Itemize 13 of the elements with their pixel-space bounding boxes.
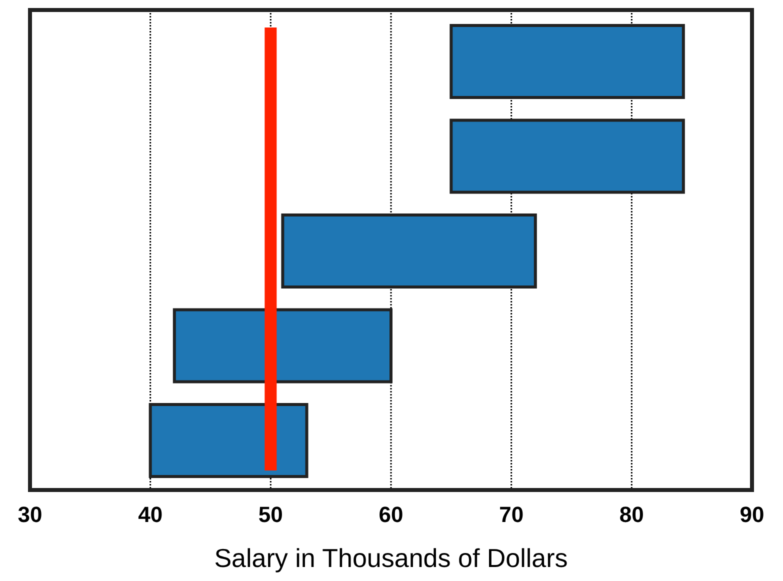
x-tick-label: 30 — [18, 502, 42, 527]
x-tick-label: 40 — [138, 502, 163, 527]
bar — [450, 24, 685, 99]
bar — [148, 403, 308, 478]
bar — [172, 308, 392, 384]
x-tick-label: 60 — [378, 502, 404, 527]
bar — [450, 118, 685, 194]
x-axis-title: Salary in Thousands of Dollars — [214, 543, 568, 573]
x-tick-label: 50 — [258, 502, 283, 527]
bar — [281, 213, 537, 289]
x-tick-label: 90 — [740, 502, 764, 527]
x-tick-label: 70 — [499, 502, 524, 527]
x-tick-label: 80 — [619, 502, 644, 527]
